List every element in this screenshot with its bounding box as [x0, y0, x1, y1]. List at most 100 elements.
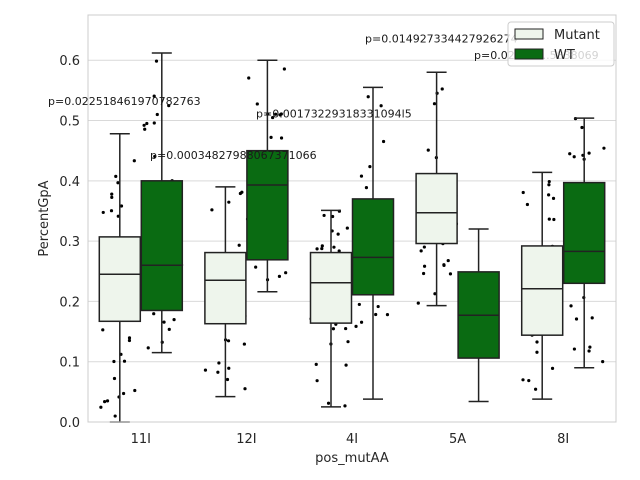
data-point — [521, 190, 525, 195]
data-point — [152, 121, 156, 125]
data-point — [535, 350, 539, 354]
data-point — [572, 155, 576, 159]
boxes — [98, 52, 606, 423]
data-point — [243, 387, 247, 391]
data-point — [162, 320, 166, 324]
data-point — [569, 304, 573, 308]
box-mutant-8I — [520, 171, 564, 400]
data-point — [587, 349, 591, 353]
data-point — [121, 391, 126, 396]
data-point — [240, 190, 244, 194]
box-wt-4I — [351, 86, 395, 400]
data-point — [314, 362, 318, 366]
box-iqr — [140, 180, 184, 312]
box-iqr — [562, 181, 606, 285]
data-point — [344, 326, 348, 331]
y-tick-label: 0.2 — [59, 295, 80, 310]
data-point — [568, 152, 572, 156]
data-point — [440, 87, 444, 91]
data-point — [269, 135, 273, 139]
legend-swatch — [514, 48, 544, 60]
data-point — [357, 302, 361, 307]
box-mutant-11I — [98, 133, 142, 423]
data-point — [277, 274, 282, 279]
box-mutant-12I — [204, 186, 247, 398]
data-point — [527, 379, 531, 383]
box-iqr — [98, 236, 142, 323]
data-point — [99, 405, 103, 409]
data-point — [521, 378, 525, 382]
data-point — [101, 328, 105, 332]
data-point — [127, 336, 132, 340]
data-point — [366, 95, 370, 99]
data-point — [110, 195, 114, 199]
data-point — [551, 196, 556, 200]
legend-label: Mutant — [554, 28, 600, 43]
box-wt-8I — [562, 117, 606, 369]
data-point — [525, 202, 530, 207]
axes: 0.0 0.1 0.2 0.3 0.4 0.5 0.6 11I 12I 4I 5A 8I — [59, 14, 617, 447]
data-point — [359, 174, 364, 178]
data-point — [154, 59, 159, 63]
data-point — [132, 159, 136, 163]
data-point — [167, 104, 171, 108]
data-point — [278, 113, 282, 117]
data-point — [345, 226, 349, 230]
data-point — [237, 243, 241, 247]
data-point — [446, 258, 450, 263]
data-point — [271, 115, 275, 120]
data-point — [354, 324, 358, 328]
data-point — [155, 112, 159, 117]
box-wt-12I — [246, 59, 289, 293]
y-axis-label: PercentGpA — [37, 180, 52, 256]
box-iqr — [309, 251, 353, 324]
data-point — [226, 339, 231, 343]
data-point — [337, 249, 341, 253]
data-point — [210, 208, 214, 212]
data-point — [432, 102, 437, 106]
p-value-annotations: p=0.022518461970782763 p=0.00034827988067… — [48, 33, 599, 162]
plot-frame — [87, 14, 617, 423]
data-point — [332, 245, 336, 249]
p-value-label: p=0.00173229318331094l5 — [256, 107, 412, 120]
data-point — [315, 379, 319, 383]
data-point — [547, 193, 551, 197]
data-point — [320, 246, 324, 251]
data-point — [110, 192, 114, 196]
data-point — [116, 181, 120, 185]
data-point — [574, 317, 579, 321]
data-point — [331, 327, 336, 331]
data-point — [416, 301, 420, 305]
data-point — [381, 139, 386, 144]
data-point — [344, 363, 348, 367]
data-point — [133, 388, 137, 393]
data-point — [320, 244, 324, 248]
data-point — [343, 404, 347, 408]
x-tick-label: 5A — [449, 432, 466, 447]
box-mutant-4I — [309, 209, 353, 408]
data-point — [225, 377, 230, 382]
box-wt-11I — [140, 52, 184, 354]
legend: Mutant WT — [507, 21, 615, 67]
data-point — [433, 292, 437, 296]
data-point — [385, 312, 390, 317]
data-point — [167, 327, 171, 331]
data-point — [535, 340, 539, 344]
data-point — [346, 340, 350, 344]
data-point — [114, 174, 118, 178]
data-point — [602, 146, 606, 150]
data-point — [153, 154, 157, 159]
data-point — [422, 245, 426, 249]
data-point — [152, 312, 156, 316]
data-point — [588, 345, 592, 349]
x-axis-label: pos_mutAA — [315, 451, 389, 466]
data-point — [376, 304, 380, 309]
box-iqr — [204, 251, 247, 325]
data-point — [242, 342, 246, 346]
data-point — [601, 360, 605, 364]
data-point — [422, 264, 427, 268]
box-iqr — [246, 149, 289, 261]
data-point — [119, 204, 124, 208]
data-point — [112, 359, 116, 364]
data-point — [374, 312, 378, 317]
